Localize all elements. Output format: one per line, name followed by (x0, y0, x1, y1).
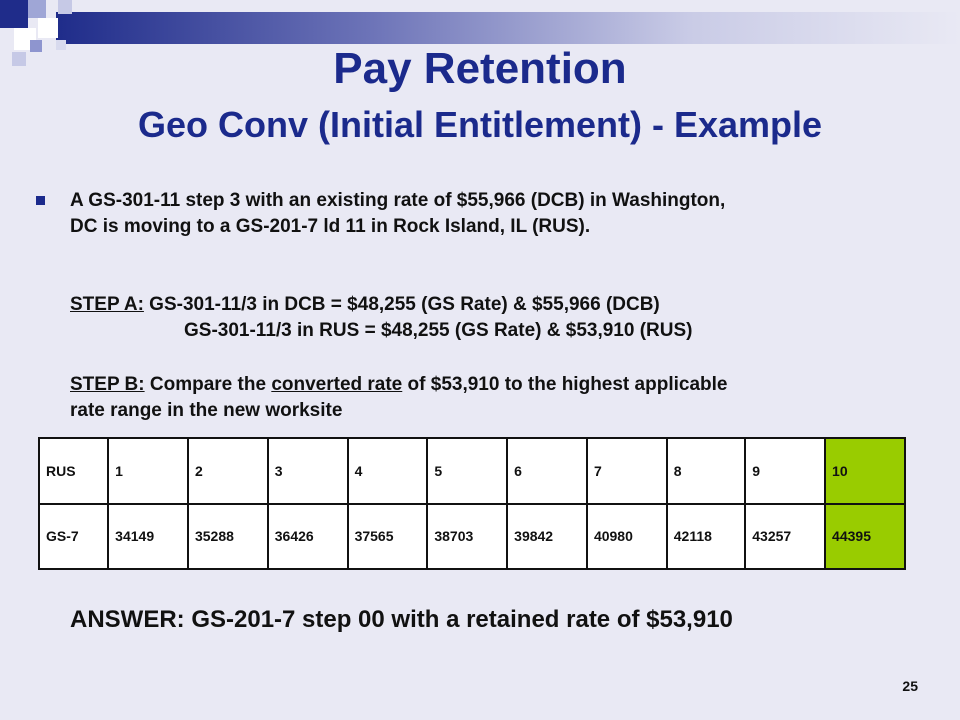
bullet-text-line1: A GS-301-11 step 3 with an existing rate… (70, 190, 726, 211)
step-a-text: GS-301-11/3 in DCB = $48,255 (GS Rate) &… (143, 294, 660, 315)
table-cell: 3 (266, 437, 349, 505)
page-number: 25 (902, 678, 918, 694)
table-cell: 37565 (346, 502, 429, 570)
step-b-line2: rate range in the new worksite (70, 400, 343, 421)
page-subtitle: Geo Conv (Initial Entitlement) - Example (137, 104, 823, 145)
table-cell: 40980 (585, 502, 668, 570)
table-cell: 38703 (426, 502, 509, 570)
decor-square-icon (12, 52, 26, 66)
step-b-converted-rate: converted rate (271, 374, 403, 395)
table-cell: 36426 (266, 502, 349, 570)
step-a-label: STEP A: (70, 294, 144, 315)
bullet-text-line2: DC is moving to a GS-201-7 ld 11 in Rock… (70, 216, 591, 237)
table-cell: RUS (37, 437, 110, 505)
table-cell-highlighted: 10 (824, 437, 906, 505)
table-cell: 43257 (744, 502, 827, 570)
decor-square-icon (56, 40, 66, 50)
table-cell: 35288 (186, 502, 269, 570)
step-b-pre: Compare the (144, 374, 272, 395)
decor-square-icon (38, 18, 58, 38)
rate-table: RUS 1 2 3 4 5 6 7 8 9 10 GS-7 34149 3528… (37, 437, 906, 570)
table-cell: 2 (186, 437, 269, 505)
table-cell: 39842 (506, 502, 588, 570)
step-a-line1: STEP A: GS-301-11/3 in DCB = $48,255 (GS… (70, 292, 660, 317)
table-cell: 6 (506, 437, 588, 505)
table-cell: 1 (107, 437, 189, 505)
bullet-square-icon (36, 196, 45, 205)
step-a-line2: GS-301-11/3 in RUS = $48,255 (GS Rate) &… (184, 320, 693, 341)
table-header-row: RUS 1 2 3 4 5 6 7 8 9 10 (37, 437, 906, 505)
decor-square-icon (30, 40, 42, 52)
step-b-line1: STEP B: Compare the converted rate of $5… (70, 372, 727, 397)
page-title: Pay Retention (333, 44, 627, 93)
step-b-post: of $53,910 to the highest applicable (402, 374, 728, 395)
decor-square-icon (28, 0, 46, 18)
table-cell: 8 (665, 437, 747, 505)
table-cell: 42118 (665, 502, 747, 570)
table-cell: GS-7 (37, 502, 110, 570)
answer-text: ANSWER: GS-201-7 step 00 with a retained… (70, 606, 733, 633)
table-cell: 9 (744, 437, 827, 505)
table-cell: 5 (426, 437, 509, 505)
decor-square-icon (58, 0, 72, 14)
table-cell: 7 (585, 437, 668, 505)
table-cell: 4 (346, 437, 429, 505)
step-b-label: STEP B: (70, 374, 145, 395)
table-cell-highlighted: 44395 (824, 502, 906, 570)
table-cell: 34149 (107, 502, 189, 570)
table-row: GS-7 34149 35288 36426 37565 38703 39842… (37, 502, 906, 570)
header-gradient-band (56, 12, 960, 44)
decor-square-icon (0, 0, 28, 28)
